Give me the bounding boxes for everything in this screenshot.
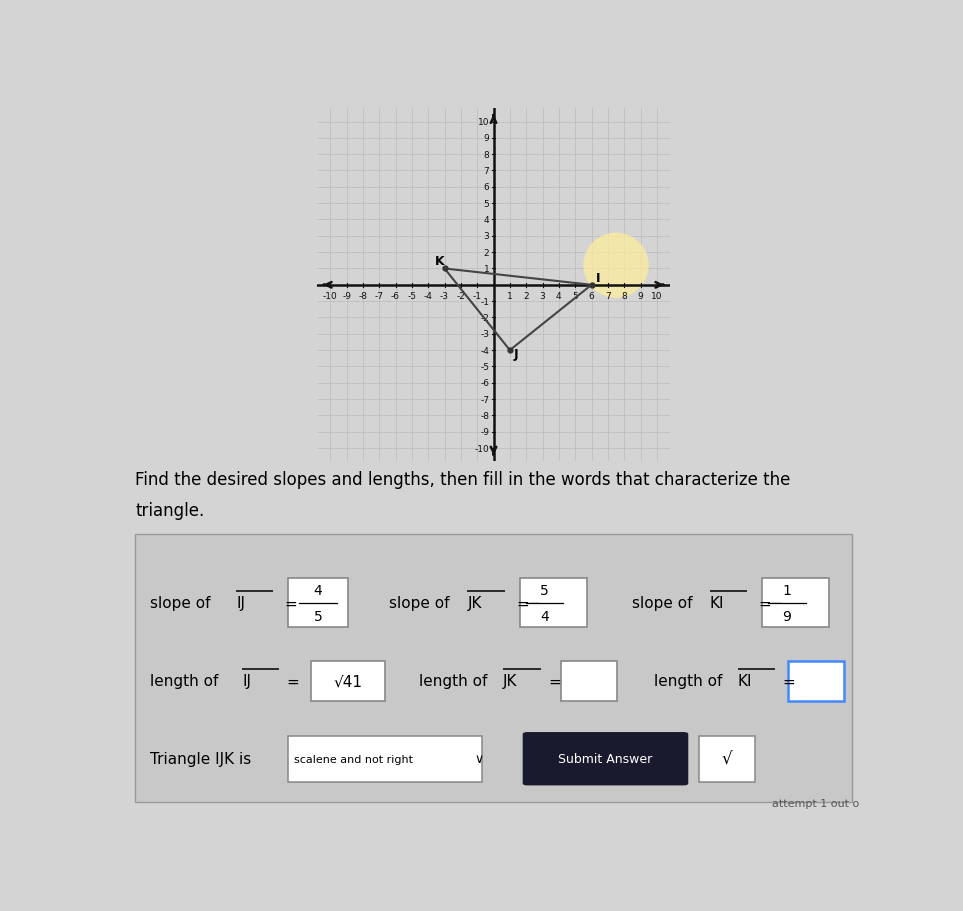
FancyBboxPatch shape: [763, 578, 829, 628]
FancyBboxPatch shape: [311, 660, 385, 701]
Text: I: I: [595, 271, 600, 284]
Text: 10: 10: [651, 292, 663, 301]
Text: KI: KI: [710, 596, 724, 610]
FancyBboxPatch shape: [136, 534, 852, 803]
Text: -3: -3: [440, 292, 449, 301]
Text: -1: -1: [473, 292, 482, 301]
Text: -6: -6: [391, 292, 400, 301]
Text: -2: -2: [481, 313, 489, 322]
Text: -5: -5: [407, 292, 416, 301]
Text: J: J: [513, 348, 518, 361]
Text: 6: 6: [588, 292, 594, 301]
Text: 8: 8: [621, 292, 627, 301]
Text: 6: 6: [483, 183, 489, 192]
Text: Submit Answer: Submit Answer: [559, 752, 653, 765]
Text: −: −: [769, 596, 782, 610]
Text: =: =: [285, 596, 298, 610]
Text: -9: -9: [481, 428, 489, 436]
Text: -2: -2: [456, 292, 465, 301]
Text: IJ: IJ: [236, 596, 245, 610]
Text: length of: length of: [419, 673, 492, 689]
Text: -3: -3: [481, 330, 489, 339]
Text: 8: 8: [483, 150, 489, 159]
Text: slope of: slope of: [389, 596, 455, 610]
Text: -9: -9: [342, 292, 351, 301]
Text: 7: 7: [605, 292, 611, 301]
FancyBboxPatch shape: [524, 733, 688, 785]
Text: Triangle IJK is: Triangle IJK is: [150, 752, 251, 766]
Text: 4: 4: [540, 609, 549, 623]
Text: -8: -8: [481, 412, 489, 421]
Text: JK: JK: [504, 673, 518, 689]
Text: -1: -1: [481, 297, 489, 306]
Text: 5: 5: [540, 583, 549, 598]
Text: 9: 9: [638, 292, 643, 301]
Text: =: =: [287, 673, 299, 689]
Text: ∨: ∨: [474, 752, 483, 765]
Text: √41: √41: [333, 673, 362, 689]
FancyBboxPatch shape: [560, 660, 616, 701]
Text: 2: 2: [483, 249, 489, 258]
Text: −: −: [527, 596, 540, 610]
Text: triangle.: triangle.: [136, 501, 204, 519]
Text: √: √: [721, 750, 732, 768]
Text: 9: 9: [483, 134, 489, 143]
Text: attempt 1 out o: attempt 1 out o: [772, 798, 859, 808]
Text: KI: KI: [738, 673, 752, 689]
Text: JK: JK: [467, 596, 482, 610]
Text: -7: -7: [481, 395, 489, 404]
Text: 1: 1: [507, 292, 512, 301]
Text: =: =: [759, 596, 771, 610]
Text: slope of: slope of: [150, 596, 216, 610]
Text: =: =: [516, 596, 529, 610]
Text: -8: -8: [358, 292, 368, 301]
Text: 4: 4: [314, 583, 323, 598]
Text: length of: length of: [150, 673, 223, 689]
Text: length of: length of: [654, 673, 727, 689]
Text: 10: 10: [478, 118, 489, 127]
FancyBboxPatch shape: [699, 736, 755, 782]
FancyBboxPatch shape: [520, 578, 586, 628]
Text: 9: 9: [782, 609, 792, 623]
Text: 3: 3: [539, 292, 545, 301]
Text: 5: 5: [483, 200, 489, 209]
Text: -5: -5: [481, 363, 489, 372]
Text: -4: -4: [481, 346, 489, 355]
FancyBboxPatch shape: [789, 660, 845, 701]
Text: 2: 2: [523, 292, 529, 301]
Text: 5: 5: [314, 609, 323, 623]
Text: =: =: [548, 673, 560, 689]
Text: 7: 7: [483, 167, 489, 176]
Text: 4: 4: [556, 292, 561, 301]
Text: Find the desired slopes and lengths, then fill in the words that characterize th: Find the desired slopes and lengths, the…: [136, 471, 791, 489]
Text: -7: -7: [375, 292, 383, 301]
Text: 3: 3: [483, 232, 489, 241]
Text: 1: 1: [483, 265, 489, 273]
Ellipse shape: [584, 233, 649, 299]
Text: -10: -10: [323, 292, 338, 301]
Text: -10: -10: [475, 444, 489, 453]
Text: 5: 5: [572, 292, 578, 301]
Text: -4: -4: [424, 292, 432, 301]
Text: slope of: slope of: [632, 596, 697, 610]
Text: scalene and not right: scalene and not right: [295, 754, 413, 764]
FancyBboxPatch shape: [288, 736, 482, 782]
Text: IJ: IJ: [242, 673, 251, 689]
Text: =: =: [782, 673, 795, 689]
FancyBboxPatch shape: [288, 578, 348, 628]
Text: K: K: [434, 255, 444, 268]
Text: 1: 1: [782, 583, 792, 598]
Text: 4: 4: [483, 216, 489, 225]
Text: -6: -6: [481, 379, 489, 388]
